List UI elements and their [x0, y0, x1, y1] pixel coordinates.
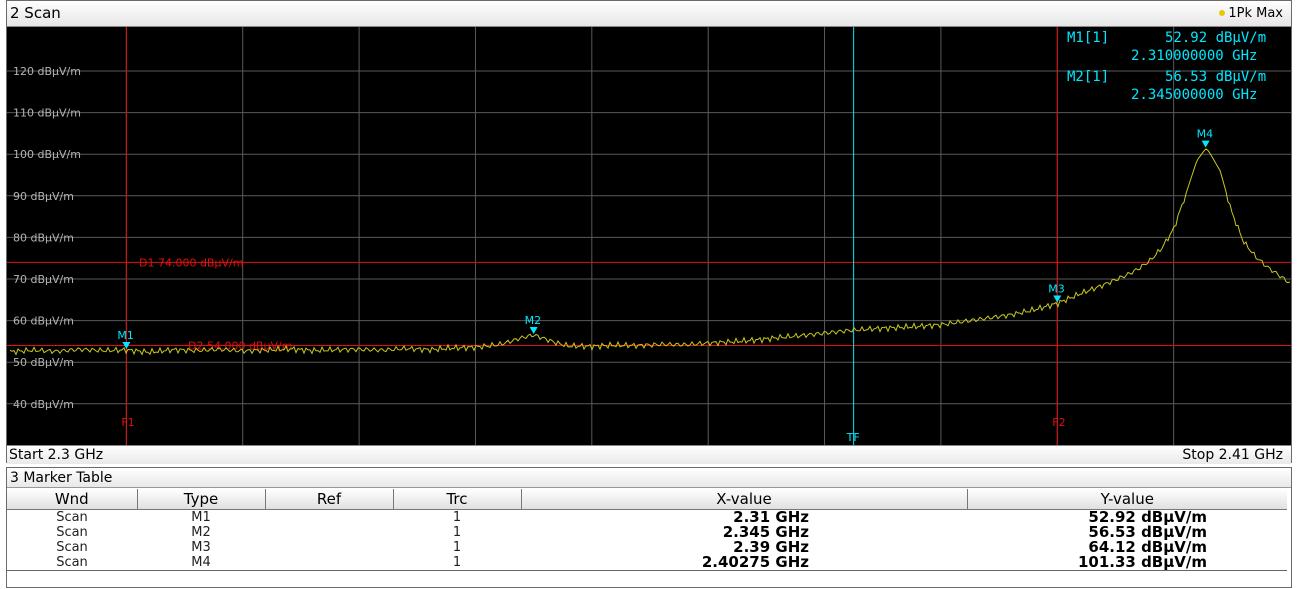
cell-x-value: 2.345 GHz [722, 523, 809, 541]
marker-table-header-row: Wnd Type Ref Trc X-value Y-value [7, 489, 1287, 510]
cell-y-value: 64.12 dBµV/m [1088, 538, 1207, 556]
table-row[interactable]: Scan M2 1 2.345 GHz 56.53 dBµV/m [7, 523, 1287, 541]
scan-footer: Start 2.3 GHz Stop 2.41 GHz [7, 445, 1291, 464]
cell-ref [265, 510, 393, 526]
start-frequency-label: Start 2.3 GHz [9, 447, 104, 463]
y-tick-label: 110 dBµV/m [13, 107, 81, 120]
cell-ref [265, 525, 393, 540]
cell-type: M2 [191, 525, 211, 540]
marker-table-window[interactable]: 3 Marker Table Wnd Type Ref Trc X-value … [6, 467, 1292, 588]
y-tick-label: 100 dBµV/m [13, 148, 81, 161]
column-header-wnd[interactable]: Wnd [7, 489, 137, 510]
cell-type: M1 [191, 510, 211, 525]
cell-wnd: Scan [56, 525, 88, 540]
cell-type: M4 [137, 555, 265, 571]
trigger-line-label: TF [846, 431, 860, 444]
scan-window[interactable]: 2 Scan 1Pk Max 120 dBµV/m 110 dBµV/m 100 d… [6, 0, 1292, 464]
cell-trc: 1 [452, 510, 462, 525]
cell-y-value: 52.92 dBµV/m [1088, 508, 1207, 526]
y-tick-label: 60 dBµV/m [13, 315, 74, 328]
frequency-line-label: F2 [1052, 416, 1065, 429]
cell-trc: 1 [452, 540, 462, 555]
cell-x-value: 2.31 GHz [733, 508, 809, 526]
cell-y-value: 101.33 dBµV/m [967, 555, 1287, 571]
marker-label: M4 [1197, 128, 1214, 141]
display-line-label: D1 74.000 dBµV/m [139, 256, 243, 269]
cell-wnd: Scan [56, 510, 88, 525]
marker-info-m2-label: M2[1] [1067, 69, 1110, 85]
y-tick-label: 70 dBµV/m [13, 273, 74, 286]
cell-wnd: Scan [7, 555, 137, 571]
marker-triangle-icon [1201, 140, 1210, 148]
cell-y-value: 56.53 dBµV/m [1088, 523, 1207, 541]
y-tick-label: 50 dBµV/m [13, 356, 74, 369]
scan-title-bar[interactable]: 2 Scan 1Pk Max [7, 1, 1291, 27]
cell-trc: 1 [452, 525, 462, 540]
column-header-ref[interactable]: Ref [264, 489, 393, 510]
cell-type: M3 [191, 540, 211, 555]
cell-trc: 1 [393, 555, 521, 571]
marker-label: M3 [1048, 282, 1065, 295]
y-tick-label: 120 dBµV/m [13, 65, 81, 78]
marker-info-m1-freq: 2.310000000 GHz [1131, 48, 1258, 64]
spectrum-plot[interactable]: 120 dBµV/m 110 dBµV/m 100 dBµV/m 90 dBµV/m 8… [7, 1, 1291, 445]
table-row[interactable]: Scan M4 1 2.40275 GHz 101.33 dBµV/m [7, 555, 1287, 571]
cell-ref [265, 555, 393, 571]
display-line-label: D2 54.000 dBµV/m [188, 340, 292, 353]
marker-label: M2 [525, 314, 542, 327]
marker-info-m1-label: M1[1] [1067, 30, 1110, 46]
trace-indicator: 1Pk Max [1219, 6, 1283, 21]
cell-ref [265, 540, 393, 555]
cell-x-value: 2.40275 GHz [521, 555, 967, 571]
scan-window-title: 2 Scan [10, 4, 61, 22]
table-row[interactable]: Scan M1 1 2.31 GHz 52.92 dBµV/m [7, 510, 1287, 526]
marker-label: M1 [117, 329, 134, 342]
table-row[interactable]: Scan M3 1 2.39 GHz 64.12 dBµV/m [7, 538, 1287, 556]
y-tick-label: 40 dBµV/m [13, 398, 74, 411]
marker-table-title-bar[interactable]: 3 Marker Table [7, 468, 1291, 488]
trace-indicator-label: 1Pk Max [1228, 6, 1283, 21]
cell-x-value: 2.39 GHz [733, 538, 809, 556]
marker-triangle-icon [1053, 295, 1062, 303]
cell-wnd: Scan [56, 540, 88, 555]
marker-table-title: 3 Marker Table [10, 470, 113, 486]
trace-color-dot-icon [1219, 10, 1226, 16]
marker-info-m2-freq: 2.345000000 GHz [1131, 87, 1258, 103]
marker-table: Wnd Type Ref Trc X-value Y-value Scan M1… [7, 489, 1287, 571]
marker-triangle-icon [529, 327, 538, 335]
column-header-y-value[interactable]: Y-value [966, 489, 1287, 510]
column-header-type[interactable]: Type [136, 489, 265, 510]
column-header-trc[interactable]: Trc [392, 489, 521, 510]
column-header-x-value[interactable]: X-value [520, 489, 967, 510]
trace-line [9, 148, 1291, 356]
y-tick-label: 90 dBµV/m [13, 190, 74, 203]
frequency-line-label: F1 [121, 416, 134, 429]
marker-info-m1-level: 52.92 dBµV/m [1165, 30, 1267, 46]
marker-info-m2: M2[1] 56.53 dBµV/m [1067, 68, 1266, 86]
marker-triangle-icon [122, 342, 131, 350]
marker-info-m2-level: 56.53 dBµV/m [1165, 69, 1267, 85]
y-tick-label: 80 dBµV/m [13, 231, 74, 244]
marker-info-m1: M1[1] 52.92 dBµV/m [1067, 29, 1266, 47]
stop-frequency-label: Stop 2.41 GHz [1182, 447, 1283, 463]
